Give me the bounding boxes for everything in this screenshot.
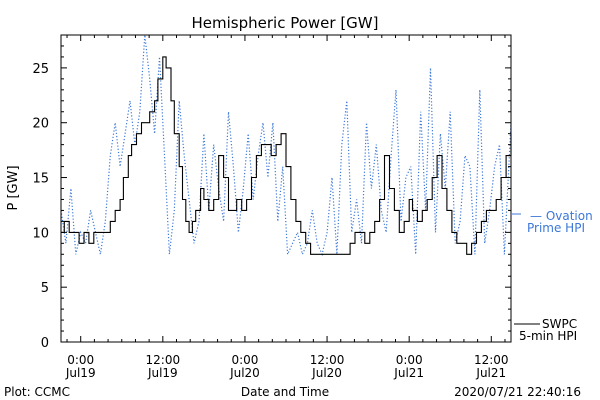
x-tick-date-label: Jul21 bbox=[393, 366, 424, 380]
x-tick-date-label: Jul20 bbox=[311, 366, 342, 380]
y-tick-label: 5 bbox=[41, 281, 49, 296]
ovation-legend-line1: — Ovation bbox=[530, 209, 593, 223]
x-tick-time-label: 0:00 bbox=[231, 353, 258, 367]
x-axis-label: Date and Time bbox=[241, 385, 329, 399]
x-tick-date-label: Jul20 bbox=[229, 366, 260, 380]
x-axis: 0:00Jul1912:00Jul190:00Jul2012:00Jul200:… bbox=[65, 35, 509, 380]
plot-timestamp: 2020/07/21 22:40:16 bbox=[454, 385, 581, 399]
y-tick-label: 20 bbox=[32, 117, 49, 132]
x-tick-time-label: 12:00 bbox=[310, 353, 345, 367]
plot-credit: Plot: CCMC bbox=[4, 385, 70, 399]
x-tick-time-label: 12:00 bbox=[474, 353, 509, 367]
swpc-series-layer bbox=[61, 56, 512, 255]
x-tick-date-label: Jul21 bbox=[475, 366, 506, 380]
y-tick-label: 10 bbox=[32, 226, 49, 241]
ovation-legend-line2: Prime HPI bbox=[527, 221, 585, 235]
y-axis-label: P [GW] bbox=[6, 165, 21, 210]
swpc-legend-line2: 5-min HPI bbox=[519, 329, 577, 343]
x-tick-date-label: Jul19 bbox=[147, 366, 178, 380]
swpc-series-line bbox=[61, 56, 512, 255]
x-tick-date-label: Jul19 bbox=[65, 366, 96, 380]
x-tick-time-label: 12:00 bbox=[146, 353, 181, 367]
y-axis: 0 5 10 15 20 25 bbox=[32, 45, 511, 351]
y-tick-label: 15 bbox=[32, 172, 49, 187]
y-tick-label: 0 bbox=[41, 336, 49, 351]
swpc-legend-line1: SWPC bbox=[542, 317, 577, 331]
x-tick-time-label: 0:00 bbox=[67, 353, 94, 367]
chart-title: Hemispheric Power [GW] bbox=[192, 14, 379, 32]
y-tick-label: 25 bbox=[32, 62, 49, 77]
x-tick-time-label: 0:00 bbox=[396, 353, 423, 367]
